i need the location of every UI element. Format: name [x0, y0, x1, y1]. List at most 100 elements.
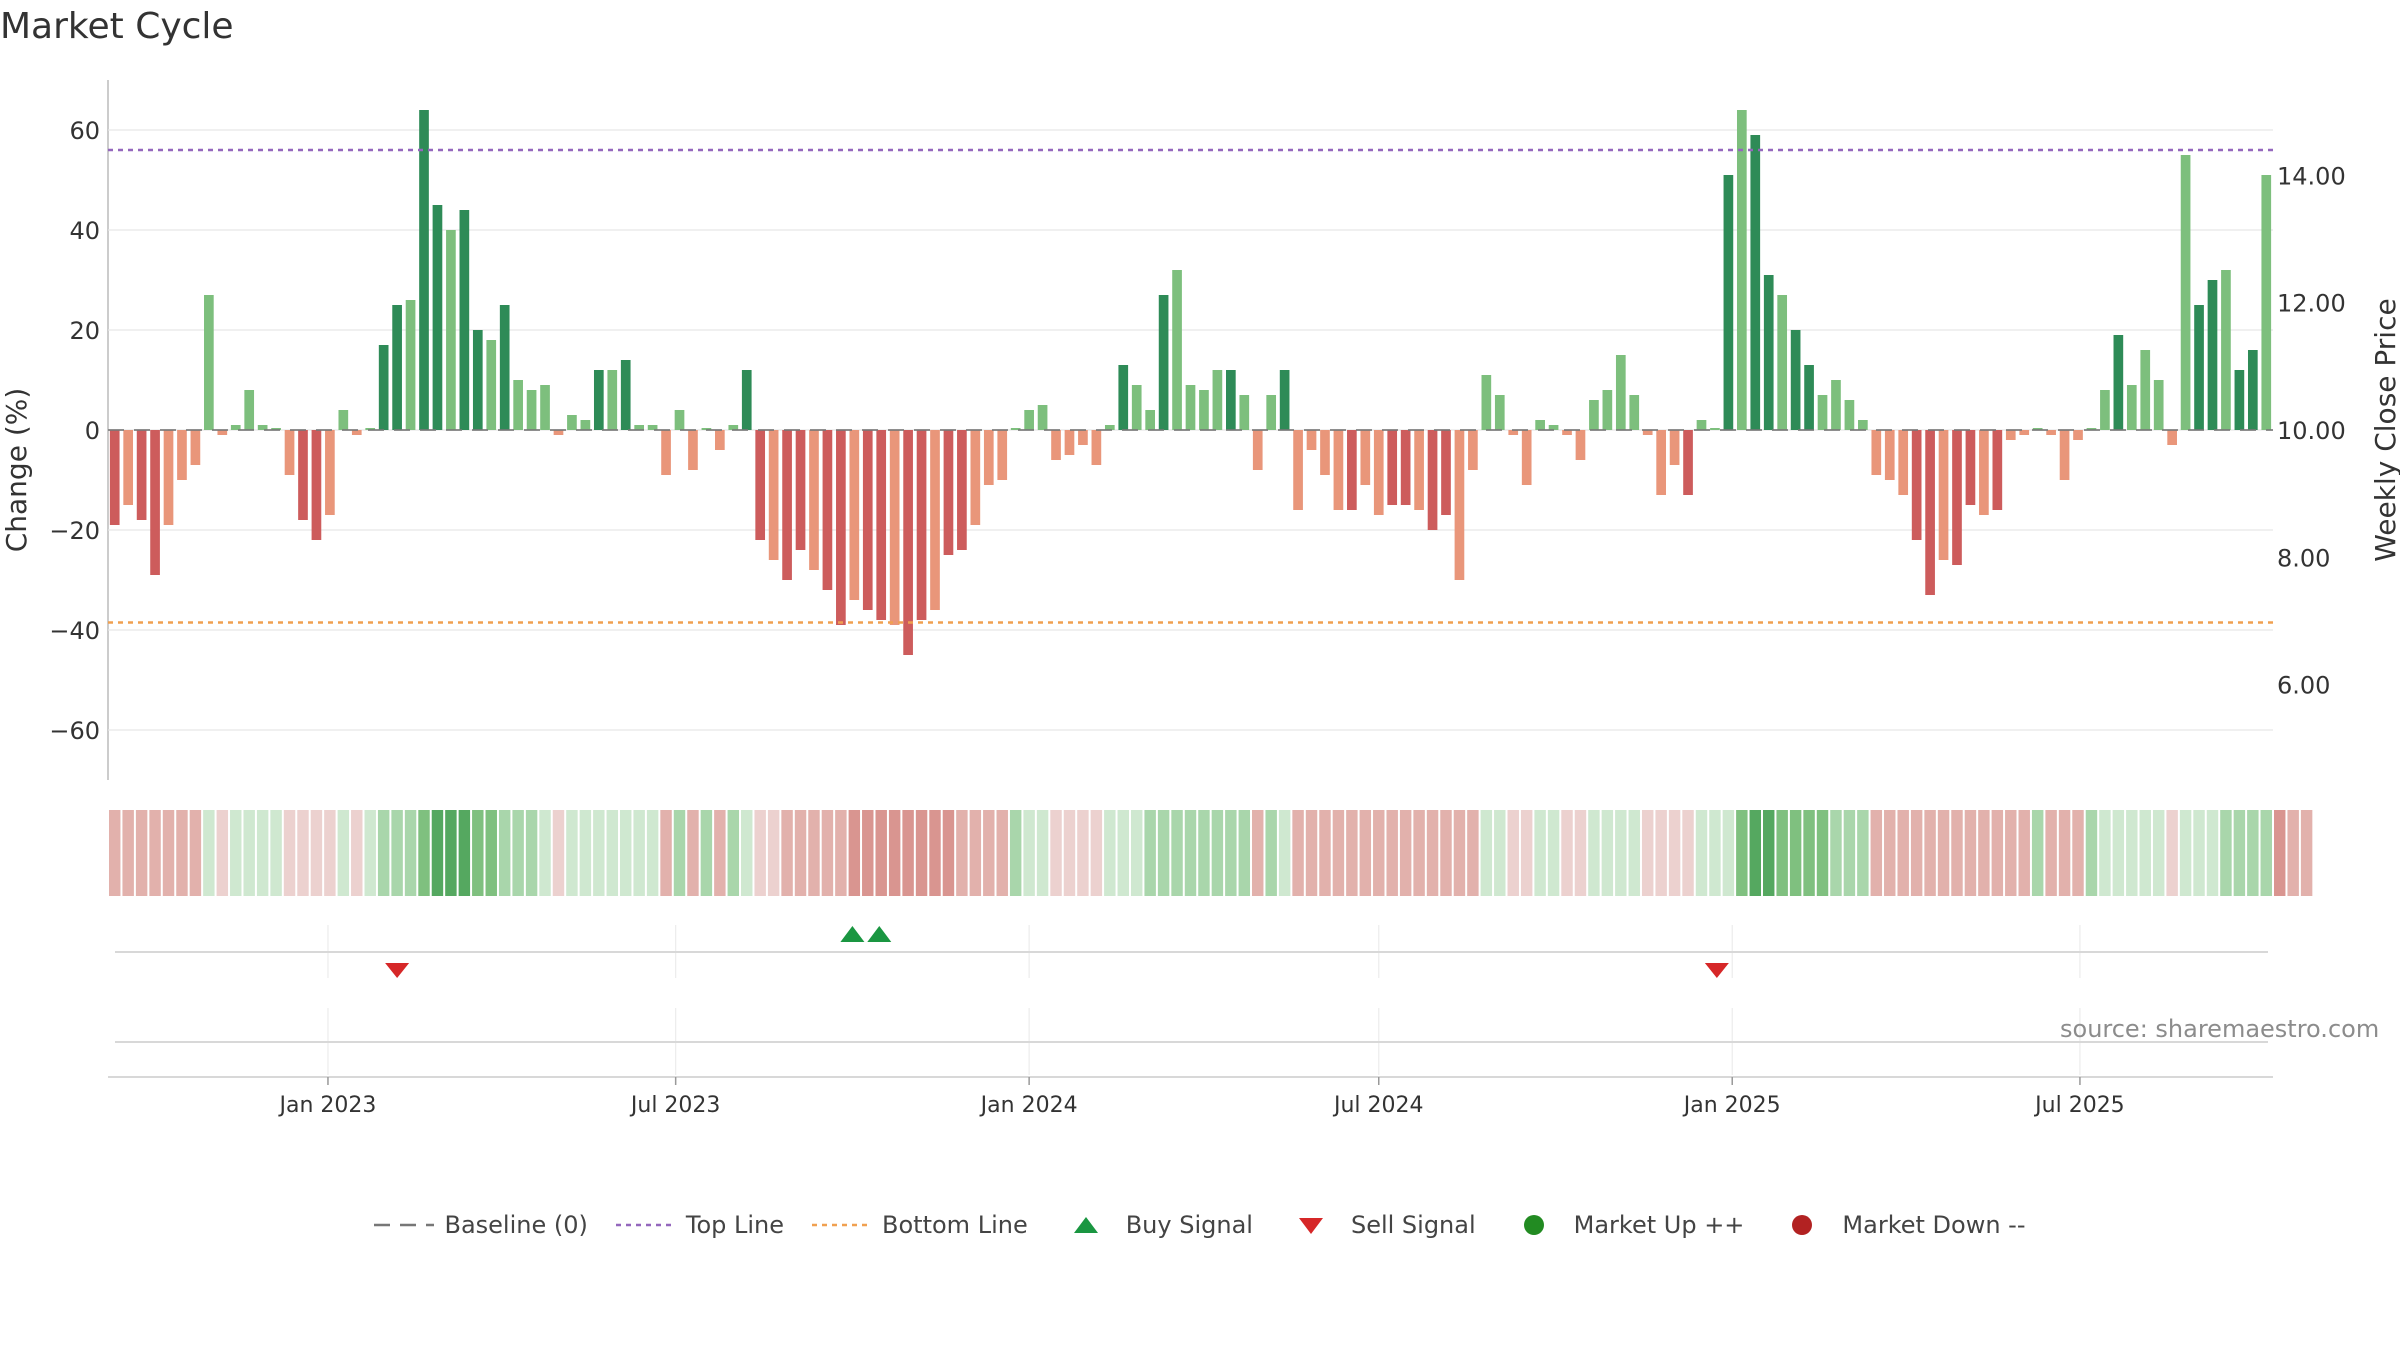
- bar: [446, 230, 456, 430]
- heat-strip-cell: [485, 810, 497, 896]
- heat-strip-cell: [996, 810, 1008, 896]
- bar: [392, 305, 402, 430]
- heat-strip-cell: [1453, 810, 1466, 896]
- bar: [378, 345, 389, 430]
- bar: [728, 425, 739, 430]
- bar: [2180, 155, 2191, 430]
- buy-signal-marker: [840, 926, 865, 942]
- bar: [1185, 385, 1196, 430]
- bar: [150, 430, 160, 575]
- bar: [1858, 420, 1868, 430]
- bar: [1400, 430, 1411, 505]
- heat-strip-cell: [1104, 810, 1116, 896]
- bar: [472, 330, 483, 430]
- bar: [1360, 430, 1371, 485]
- heat-strip-cell: [2005, 810, 2017, 896]
- heat-strip-cell: [1373, 810, 1385, 896]
- heat-strip-cell: [203, 810, 215, 896]
- bar: [580, 420, 591, 430]
- bar: [661, 430, 671, 475]
- heat-strip-cell: [741, 810, 753, 896]
- heat-strip-cell: [1857, 810, 1869, 896]
- heat-strip-cell: [2045, 810, 2057, 896]
- x-tick-label: Jan 2025: [1682, 1093, 1781, 1118]
- bar: [836, 430, 846, 625]
- heat-strip-cell: [2274, 810, 2286, 896]
- heat-strip-cell: [754, 810, 766, 896]
- heat-strip-cell: [929, 810, 941, 896]
- heat-strip-cell: [593, 810, 605, 896]
- heat-strip-cell: [888, 810, 901, 896]
- x-tick-label: Jul 2024: [1332, 1093, 1424, 1118]
- heat-strip-cell: [418, 810, 430, 896]
- heat-strip-cell: [1951, 810, 1963, 896]
- bar: [970, 430, 981, 525]
- heat-strip-cell: [1964, 810, 1977, 896]
- bar: [109, 430, 120, 525]
- heat-strip-cell: [1467, 810, 1479, 896]
- circle-icon: [1792, 1215, 1813, 1235]
- heat-strip-cell: [498, 810, 511, 896]
- bar: [1091, 430, 1102, 465]
- heat-strip-cell: [2126, 810, 2138, 896]
- heat-strip-cell: [794, 810, 807, 896]
- bar: [1373, 430, 1384, 515]
- legend-item: Buy Signal: [1056, 1211, 1253, 1239]
- heat-strip-cell: [1534, 810, 1546, 896]
- heat-strip-cell: [1386, 810, 1398, 896]
- heat-strip-cell: [1252, 810, 1264, 896]
- bar: [1414, 430, 1424, 510]
- bar: [1064, 430, 1075, 455]
- heat-strip-cell: [1225, 810, 1237, 896]
- bar: [1347, 430, 1357, 510]
- heat-strip-cell: [1655, 810, 1667, 896]
- bar: [257, 425, 268, 430]
- heat-strip-cell: [2139, 810, 2151, 896]
- bar: [1172, 270, 1182, 430]
- bar: [567, 415, 577, 430]
- bar: [983, 430, 994, 485]
- dotted-line-icon: [812, 1223, 873, 1227]
- heat-strip-cell: [1319, 810, 1331, 896]
- bar: [2140, 350, 2151, 430]
- heat-strip-cell: [1722, 810, 1735, 896]
- bar: [432, 205, 443, 430]
- bar: [943, 430, 954, 555]
- heat-strip-cell: [1749, 810, 1762, 896]
- bar: [1898, 430, 1909, 495]
- dotted-line-icon: [615, 1223, 676, 1227]
- heat-strip-cell: [1547, 810, 1560, 896]
- heat-strip-cell: [1009, 810, 1022, 896]
- heat-strip-cell: [1870, 810, 1883, 896]
- heat-strip-cell: [1238, 810, 1251, 896]
- bar: [163, 430, 174, 525]
- sell-signal-marker: [1704, 963, 1729, 978]
- heat-strip-cell: [458, 810, 471, 896]
- heat-strip-cell: [1937, 810, 1950, 896]
- bar: [620, 360, 631, 430]
- heat-strip-cell: [808, 810, 820, 896]
- y-tick-label: 60: [69, 117, 100, 145]
- bar: [876, 430, 887, 620]
- bar: [1454, 430, 1465, 580]
- bar: [634, 425, 645, 430]
- heat-strip-cell: [969, 810, 982, 896]
- heat-strip-cell: [1789, 810, 1802, 896]
- bar: [1494, 395, 1505, 430]
- heat-strip-cell: [1682, 810, 1694, 896]
- x-tick-label: Jan 2024: [979, 1093, 1078, 1118]
- bar: [325, 430, 335, 515]
- heat-strip-cell: [149, 810, 161, 896]
- bar: [1131, 385, 1142, 430]
- heat-strip-cell: [902, 810, 914, 896]
- heat-strip-cell: [767, 810, 780, 896]
- heat-strip-cell: [256, 810, 269, 896]
- bar: [1710, 428, 1720, 430]
- bar: [1589, 400, 1599, 430]
- bar: [997, 430, 1008, 480]
- y2-tick-label: 8.00: [2277, 544, 2330, 572]
- heat-strip-cell: [1763, 810, 1775, 896]
- bar: [2073, 430, 2083, 440]
- heat-strip-cell: [566, 810, 578, 896]
